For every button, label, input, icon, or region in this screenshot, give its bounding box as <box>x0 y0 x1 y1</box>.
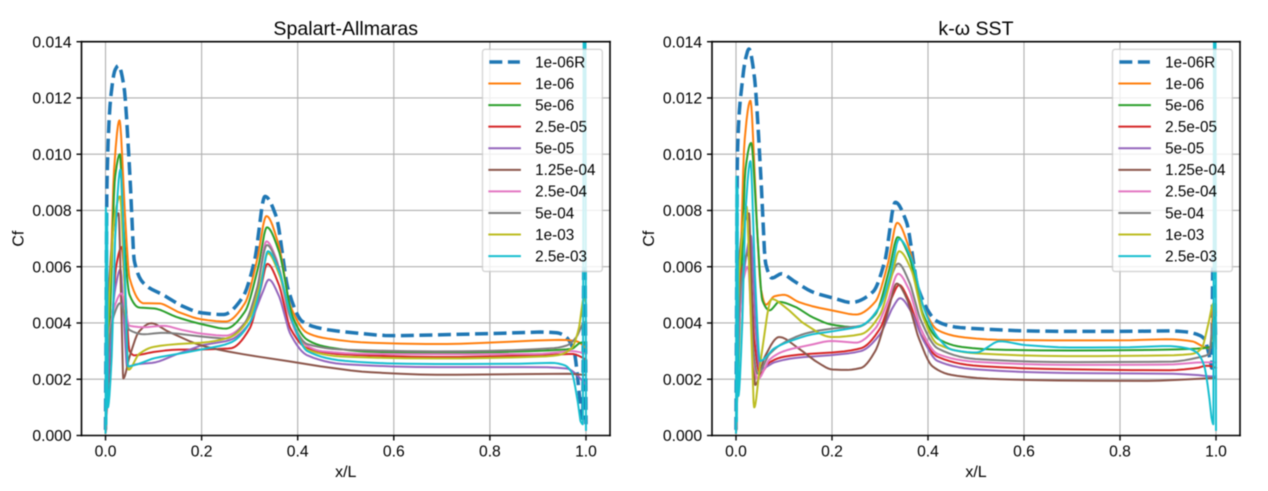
svg-text:0.000: 0.000 <box>663 428 703 445</box>
svg-text:Cf: Cf <box>641 230 658 247</box>
svg-text:0.2: 0.2 <box>191 444 213 461</box>
svg-text:0.006: 0.006 <box>32 259 72 276</box>
svg-text:1e-06R: 1e-06R <box>535 54 585 71</box>
svg-text:0.008: 0.008 <box>663 203 703 220</box>
svg-text:2.5e-04: 2.5e-04 <box>535 184 587 201</box>
svg-text:0.002: 0.002 <box>32 372 71 389</box>
svg-text:0.4: 0.4 <box>917 444 939 461</box>
svg-text:0.012: 0.012 <box>32 91 71 108</box>
svg-text:0.004: 0.004 <box>663 316 703 333</box>
svg-text:0.8: 0.8 <box>479 444 501 461</box>
svg-text:2.5e-03: 2.5e-03 <box>1165 248 1217 265</box>
svg-text:0.0: 0.0 <box>95 444 117 461</box>
svg-text:5e-05: 5e-05 <box>535 141 574 158</box>
svg-text:0.012: 0.012 <box>663 91 702 108</box>
svg-text:1e-03: 1e-03 <box>1165 227 1204 244</box>
svg-text:2.5e-05: 2.5e-05 <box>535 119 587 136</box>
svg-text:0.006: 0.006 <box>663 259 703 276</box>
svg-text:0.000: 0.000 <box>32 428 72 445</box>
svg-text:0.008: 0.008 <box>32 203 72 220</box>
svg-text:0.010: 0.010 <box>32 147 72 164</box>
svg-text:0.6: 0.6 <box>1013 444 1035 461</box>
svg-text:5e-04: 5e-04 <box>535 205 575 222</box>
svg-text:1.0: 1.0 <box>575 444 597 461</box>
svg-text:5e-05: 5e-05 <box>1165 141 1204 158</box>
svg-text:1e-06: 1e-06 <box>535 76 574 93</box>
svg-text:0.014: 0.014 <box>663 34 703 51</box>
svg-text:x/L: x/L <box>335 464 356 481</box>
svg-text:Cf: Cf <box>10 230 27 247</box>
svg-text:Spalart-Allmaras: Spalart-Allmaras <box>273 18 418 40</box>
svg-text:0.010: 0.010 <box>663 147 703 164</box>
svg-text:1e-06R: 1e-06R <box>1165 54 1215 71</box>
svg-text:0.014: 0.014 <box>32 34 72 51</box>
svg-text:2.5e-04: 2.5e-04 <box>1165 184 1217 201</box>
svg-text:5e-06: 5e-06 <box>535 97 574 114</box>
svg-text:x/L: x/L <box>965 464 986 481</box>
svg-text:0.002: 0.002 <box>663 372 702 389</box>
svg-text:0.2: 0.2 <box>821 444 843 461</box>
svg-text:5e-04: 5e-04 <box>1165 205 1205 222</box>
svg-text:1e-06: 1e-06 <box>1165 76 1204 93</box>
svg-text:k-ω SST: k-ω SST <box>938 18 1013 40</box>
svg-text:1.0: 1.0 <box>1205 444 1227 461</box>
svg-text:1.25e-04: 1.25e-04 <box>535 162 596 179</box>
svg-text:0.4: 0.4 <box>287 444 309 461</box>
svg-text:0.6: 0.6 <box>383 444 405 461</box>
svg-text:0.004: 0.004 <box>32 316 72 333</box>
svg-text:1.25e-04: 1.25e-04 <box>1165 162 1226 179</box>
svg-text:1e-03: 1e-03 <box>535 227 574 244</box>
svg-text:2.5e-05: 2.5e-05 <box>1165 119 1217 136</box>
svg-text:2.5e-03: 2.5e-03 <box>535 248 587 265</box>
svg-text:0.0: 0.0 <box>725 444 747 461</box>
svg-text:0.8: 0.8 <box>1109 444 1131 461</box>
svg-text:5e-06: 5e-06 <box>1165 97 1204 114</box>
